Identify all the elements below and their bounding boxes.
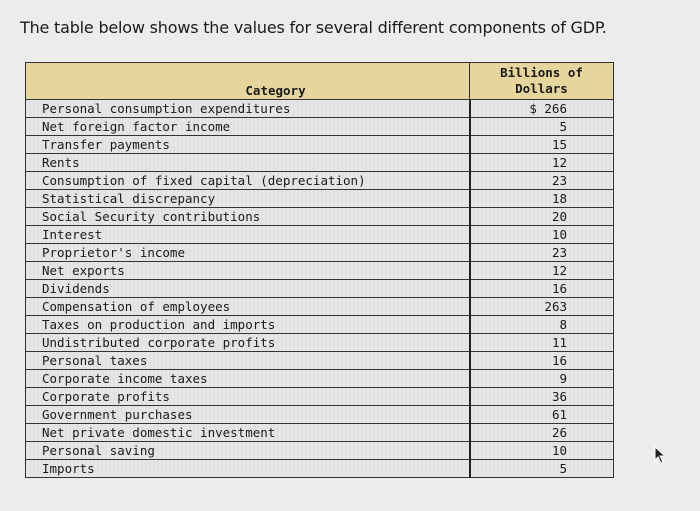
value-cell: 26 bbox=[469, 423, 614, 442]
table-row: Transfer payments 15 bbox=[25, 135, 614, 154]
mouse-pointer-icon bbox=[654, 446, 667, 464]
table-row: Net private domestic investment 26 bbox=[25, 423, 614, 442]
gdp-components-table: Category Billions of Dollars Personal co… bbox=[25, 62, 614, 478]
category-cell: Statistical discrepancy bbox=[25, 189, 471, 208]
table-row: Personal saving 10 bbox=[25, 441, 614, 460]
category-cell: Government purchases bbox=[25, 405, 471, 424]
category-cell: Rents bbox=[25, 153, 471, 172]
category-cell: Corporate profits bbox=[25, 387, 471, 406]
category-cell: Net private domestic investment bbox=[25, 423, 471, 442]
table-header-row: Category Billions of Dollars bbox=[25, 62, 614, 100]
category-cell: Compensation of employees bbox=[25, 297, 471, 316]
value-cell: 11 bbox=[469, 333, 614, 352]
category-cell: Imports bbox=[25, 459, 471, 478]
table-row: Dividends 16 bbox=[25, 279, 614, 298]
table-row: Social Security contributions 20 bbox=[25, 207, 614, 226]
category-cell: Proprietor's income bbox=[25, 243, 471, 262]
category-cell: Undistributed corporate profits bbox=[25, 333, 471, 352]
value-cell: 36 bbox=[469, 387, 614, 406]
table-row: Corporate profits 36 bbox=[25, 387, 614, 406]
value-cell: $ 266 bbox=[469, 99, 614, 118]
value-cell: 12 bbox=[469, 153, 614, 172]
table-row: Proprietor's income 23 bbox=[25, 243, 614, 262]
value-cell: 20 bbox=[469, 207, 614, 226]
table-row: Net foreign factor income 5 bbox=[25, 117, 614, 136]
header-value: Billions of Dollars bbox=[469, 62, 614, 100]
value-cell: 10 bbox=[469, 441, 614, 460]
category-cell: Transfer payments bbox=[25, 135, 471, 154]
table-row: Corporate income taxes 9 bbox=[25, 369, 614, 388]
table-row: Interest 10 bbox=[25, 225, 614, 244]
table-row: Undistributed corporate profits 11 bbox=[25, 333, 614, 352]
category-cell: Consumption of fixed capital (depreciati… bbox=[25, 171, 471, 190]
value-cell: 263 bbox=[469, 297, 614, 316]
value-cell: 12 bbox=[469, 261, 614, 280]
table-row: Personal taxes 16 bbox=[25, 351, 614, 370]
value-cell: 61 bbox=[469, 405, 614, 424]
category-cell: Personal saving bbox=[25, 441, 471, 460]
value-cell: 5 bbox=[469, 117, 614, 136]
table-row: Statistical discrepancy 18 bbox=[25, 189, 614, 208]
intro-text: The table below shows the values for sev… bbox=[20, 18, 607, 37]
category-cell: Net exports bbox=[25, 261, 471, 280]
table-row: Personal consumption expenditures $ 266 bbox=[25, 99, 614, 118]
category-cell: Interest bbox=[25, 225, 471, 244]
value-cell: 8 bbox=[469, 315, 614, 334]
category-cell: Dividends bbox=[25, 279, 471, 298]
value-cell: 15 bbox=[469, 135, 614, 154]
value-cell: 23 bbox=[469, 171, 614, 190]
table-row: Imports 5 bbox=[25, 459, 614, 478]
table-row: Government purchases 61 bbox=[25, 405, 614, 424]
table-row: Compensation of employees 263 bbox=[25, 297, 614, 316]
category-cell: Personal taxes bbox=[25, 351, 471, 370]
value-cell: 16 bbox=[469, 351, 614, 370]
value-cell: 5 bbox=[469, 459, 614, 478]
category-cell: Net foreign factor income bbox=[25, 117, 471, 136]
header-category: Category bbox=[25, 62, 470, 100]
table-row: Taxes on production and imports 8 bbox=[25, 315, 614, 334]
category-cell: Taxes on production and imports bbox=[25, 315, 471, 334]
category-cell: Personal consumption expenditures bbox=[25, 99, 471, 118]
value-cell: 10 bbox=[469, 225, 614, 244]
table-row: Consumption of fixed capital (depreciati… bbox=[25, 171, 614, 190]
value-cell: 18 bbox=[469, 189, 614, 208]
value-cell: 16 bbox=[469, 279, 614, 298]
category-cell: Social Security contributions bbox=[25, 207, 471, 226]
category-cell: Corporate income taxes bbox=[25, 369, 471, 388]
value-cell: 9 bbox=[469, 369, 614, 388]
table-row: Net exports 12 bbox=[25, 261, 614, 280]
table-row: Rents 12 bbox=[25, 153, 614, 172]
value-cell: 23 bbox=[469, 243, 614, 262]
